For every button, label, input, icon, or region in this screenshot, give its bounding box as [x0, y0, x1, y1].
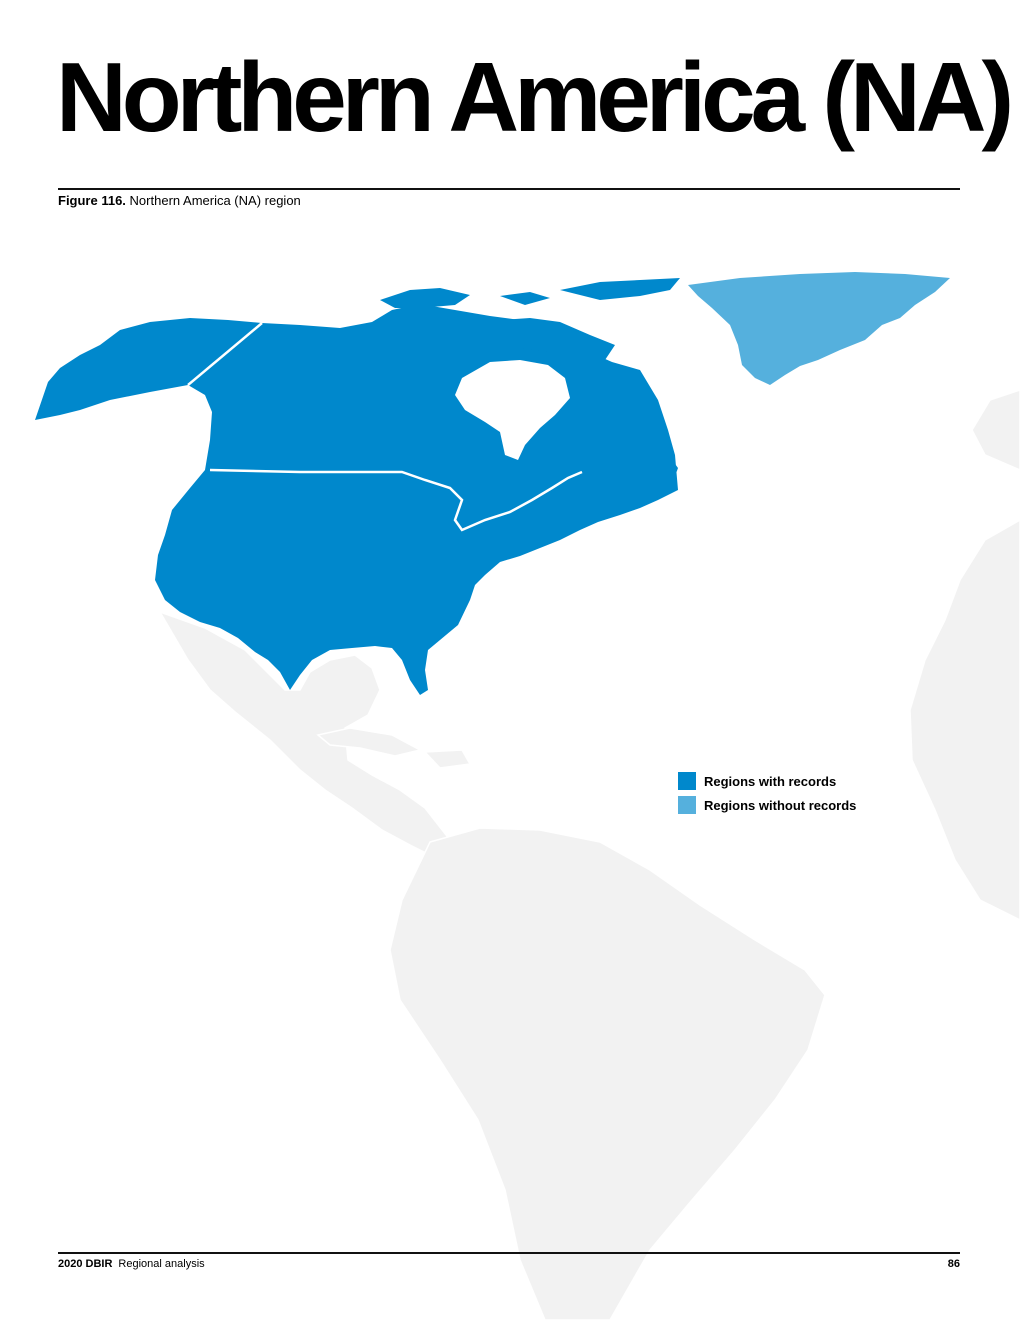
figure-caption-text: Northern America (NA) region — [129, 193, 301, 208]
figure-label: Figure 116. — [58, 193, 126, 208]
page-number: 86 — [947, 1258, 960, 1270]
newfoundland-shape — [640, 450, 678, 490]
cuba-shape — [316, 727, 423, 757]
arctic-islands-shape-2 — [560, 278, 680, 300]
legend-label-without-records: Regions without records — [704, 797, 857, 813]
south-america-shape — [389, 827, 826, 1320]
na-landmass — [35, 278, 680, 695]
legend-label-with-records: Regions with records — [704, 773, 837, 789]
alaska-canada-border — [187, 322, 263, 386]
title-divider — [58, 188, 960, 190]
canada-usa-border — [209, 468, 583, 532]
legend-swatch-with-records — [678, 772, 696, 790]
map-legend: Regions with records Regions without rec… — [678, 772, 856, 820]
page-title: Northern America (NA) — [56, 42, 1014, 152]
borders — [187, 322, 583, 532]
alaska-shape — [35, 318, 262, 420]
canada-usa-shape — [155, 304, 678, 695]
legend-item-with-records: Regions with records — [678, 772, 856, 790]
background-land — [158, 389, 1020, 1320]
footer-report: 2020 DBIR Regional analysis — [58, 1258, 205, 1270]
baffin-island-shape — [470, 318, 615, 360]
arctic-islands-shape-3 — [500, 292, 550, 305]
europe-fragment-shape — [971, 389, 1020, 471]
africa-shape — [909, 519, 1020, 921]
arctic-islands-shape-1 — [380, 288, 470, 308]
footer-section: Regional analysis — [118, 1258, 205, 1270]
hudson-bay-water — [455, 360, 570, 460]
legend-item-without-records: Regions without records — [678, 796, 856, 814]
greenland-shape — [688, 272, 950, 385]
mexico-central-america-shape — [158, 610, 451, 862]
legend-swatch-without-records — [678, 796, 696, 814]
figure-caption: Figure 116. Northern America (NA) region — [58, 193, 301, 208]
hispaniola-shape — [423, 749, 472, 769]
footer-divider — [58, 1252, 960, 1254]
footer-report-name: 2020 DBIR — [58, 1258, 113, 1270]
